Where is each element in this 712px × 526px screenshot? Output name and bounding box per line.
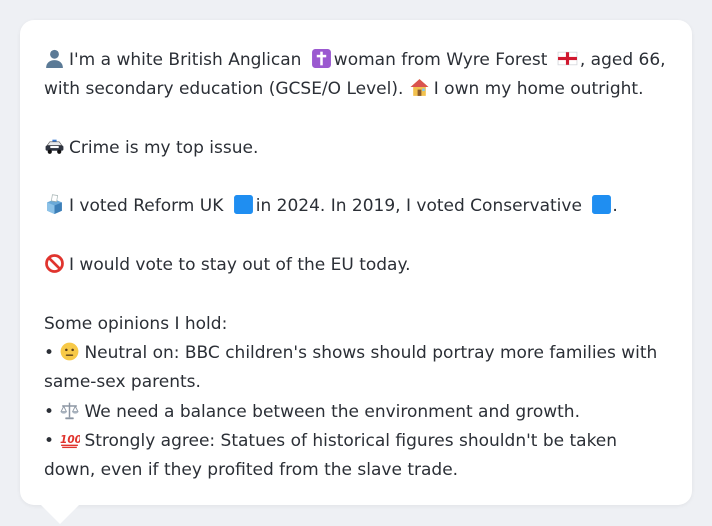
bullet: • [44,401,55,422]
eu-text: I would vote to stay out of the EU today… [69,255,411,276]
vote-text-3: . [612,196,618,217]
identity-text-3: , aged 66, [579,50,666,70]
reform-blue-square-icon [233,194,254,215]
police-car-icon [44,136,65,157]
vote-text-2: in 2024. In 2019, I voted Conservative [255,196,582,217]
bullet: • [44,342,55,363]
svg-text:100: 100 [60,434,80,446]
opinion-text-2: We need a balance between the environmen… [84,401,580,422]
issue-paragraph: Crime is my top issue. [44,134,670,163]
home-text: I own my home outright. [433,79,644,100]
vote-text-1: I voted Reform UK [69,196,224,217]
issue-text: Crime is my top issue. [69,137,259,158]
education-text: with secondary education (GCSE/O Level). [44,79,404,100]
eu-paragraph: I would vote to stay out of the EU today… [44,251,670,280]
opinion-text-1: Neutral on: BBC children's shows should … [44,342,658,393]
speech-bubble-tail [40,504,80,524]
conservative-blue-square-icon [591,194,612,215]
hundred-points-icon: 100 [59,429,80,450]
bullet: • [44,430,55,451]
person-silhouette-icon [44,48,65,69]
neutral-face-icon [59,341,80,362]
ballot-box-icon [44,194,65,215]
prohibited-icon [44,253,65,274]
opinion-text-3: Strongly agree: Statues of historical fi… [44,430,618,481]
balance-scale-icon [59,400,80,421]
opinions-paragraph: Some opinions I hold: • Neutral on: BBC … [44,310,670,486]
latin-cross-icon [311,48,332,69]
identity-text-1: I'm a white British Anglican [69,50,302,70]
identity-text-2: woman from Wyre Forest [333,50,548,70]
vote-paragraph: I voted Reform UK in 2024. In 2019, I vo… [44,192,670,221]
persona-card: I'm a white British Anglican woman from … [20,20,692,505]
identity-paragraph: I'm a white British Anglican woman from … [44,46,670,105]
opinions-header: Some opinions I hold: [44,313,228,334]
england-flag-icon [557,48,578,69]
house-icon [409,77,430,98]
